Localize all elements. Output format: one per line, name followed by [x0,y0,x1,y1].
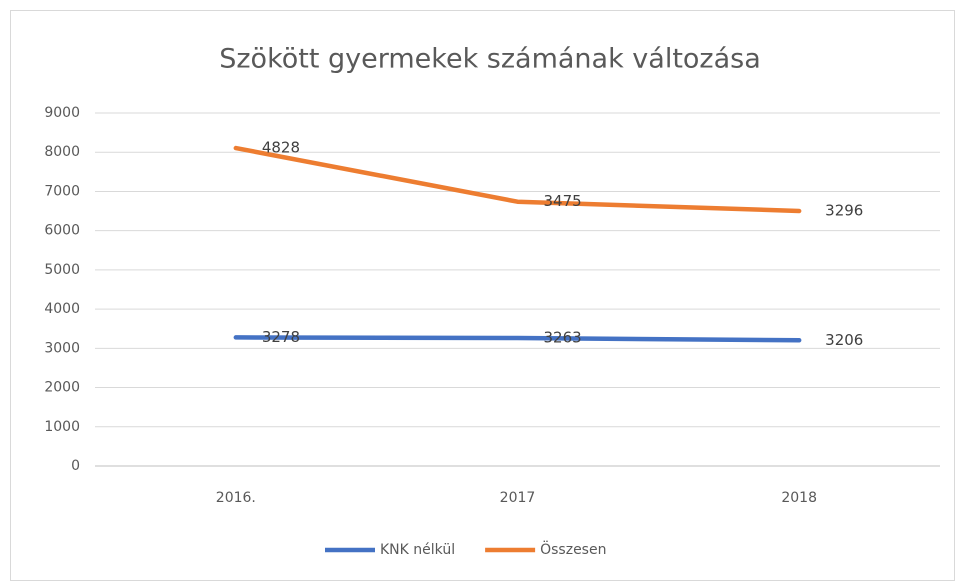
y-tick-label: 1000 [44,419,80,435]
y-tick-label: 6000 [44,223,80,239]
y-tick-label: 5000 [44,262,80,278]
series-line [233,335,802,343]
y-tick-label: 7000 [44,183,80,199]
legend-label: Összesen [540,540,606,558]
chart-border [10,10,955,581]
y-tick-label: 2000 [44,380,80,396]
y-tick-label: 9000 [44,105,80,121]
data-label: 3475 [544,192,582,210]
x-tick-label: 2017 [500,490,536,506]
y-tick-label: 8000 [44,144,80,160]
data-label: 4828 [262,139,300,157]
data-label: 3278 [262,328,300,346]
legend-label: KNK nélkül [380,542,455,558]
series-line [233,145,802,214]
y-tick-label: 4000 [44,301,80,317]
data-label: 3296 [825,201,863,219]
y-tick-label: 3000 [44,340,80,356]
data-label: 3263 [544,329,582,347]
data-label: 3206 [825,331,863,349]
y-tick-label: 0 [71,458,80,474]
x-tick-label: 2016. [216,490,256,506]
x-tick-label: 2018 [781,490,817,506]
chart-title: Szökött gyermekek számának változása [219,44,761,75]
